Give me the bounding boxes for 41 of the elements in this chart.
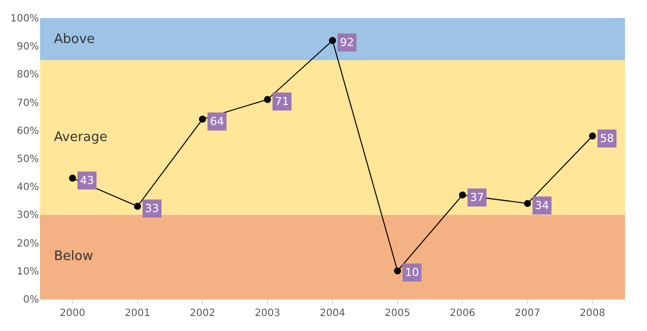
x-tick-label: 2003 — [254, 308, 280, 319]
y-tick-label: 0% — [23, 294, 39, 306]
x-tick-label: 2002 — [190, 308, 216, 319]
y-tick-label: 90% — [16, 42, 39, 53]
data-label: 10 — [405, 266, 419, 279]
y-tick-label: 30% — [16, 210, 39, 222]
x-tick-label: 2005 — [384, 308, 410, 319]
point — [394, 267, 401, 274]
data-label: 92 — [340, 36, 354, 49]
point — [329, 36, 336, 44]
band-label: Average — [54, 130, 108, 145]
data-label: 43 — [80, 174, 94, 187]
data-label: 34 — [535, 199, 549, 212]
point — [264, 96, 271, 103]
x-tick-label: 2007 — [514, 308, 540, 319]
y-tick-label: 80% — [16, 70, 39, 81]
point — [69, 174, 76, 182]
data-label: 37 — [470, 191, 484, 204]
point — [134, 202, 141, 210]
y-tick-label: 10% — [16, 266, 39, 278]
y-tick-label: 50% — [16, 154, 39, 165]
y-tick-label: 20% — [16, 238, 39, 250]
point — [199, 116, 206, 123]
data-label: 33 — [145, 202, 159, 215]
y-tick-label: 60% — [16, 126, 39, 137]
y-tick-label: 70% — [16, 98, 39, 109]
x-tick-label: 2006 — [450, 308, 476, 319]
point — [459, 192, 466, 199]
point — [589, 132, 596, 140]
data-label: 71 — [275, 95, 289, 108]
data-label: 58 — [600, 132, 614, 145]
point — [524, 200, 531, 207]
y-tick-label: 100% — [10, 14, 39, 24]
x-tick-label: 2001 — [124, 308, 150, 319]
x-tick-label: 2008 — [580, 308, 606, 319]
x-tick-label: 2000 — [60, 308, 86, 319]
x-tick-label: 2004 — [320, 308, 346, 319]
y-tick-label: 40% — [16, 182, 39, 194]
data-label: 64 — [210, 115, 224, 128]
band-label: Below — [54, 249, 94, 264]
band-label: Above — [54, 32, 95, 47]
